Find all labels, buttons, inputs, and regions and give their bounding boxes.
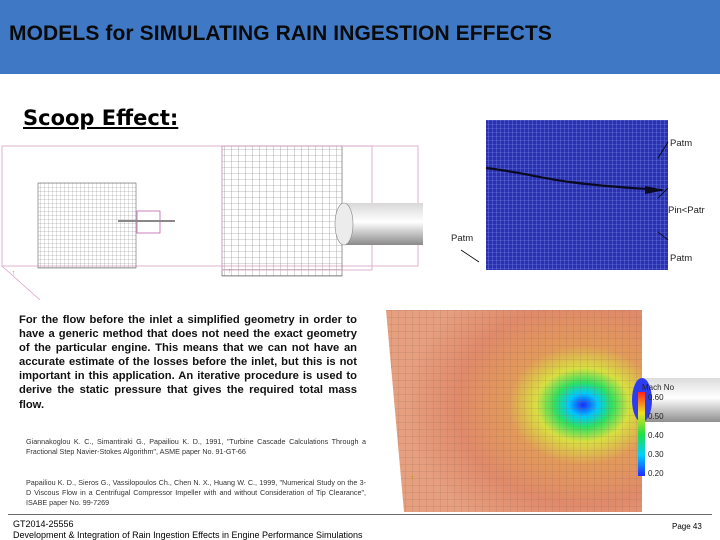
footer-page-number: Page 43 [672, 522, 702, 531]
mach-scale-060: 0.60 [648, 393, 664, 402]
svg-text:↑: ↑ [228, 268, 232, 275]
mach-scale-020: 0.20 [648, 469, 664, 478]
footer-paper-code: GT2014-25556 [13, 519, 74, 529]
pressure-mesh-figure: Patm Pin<Patr Patm [480, 120, 720, 270]
mach-scale-030: 0.30 [648, 450, 664, 459]
title-bar: MODELS for SIMULATING RAIN INGESTION EFF… [0, 0, 720, 74]
mach-scale-050: 0.50 [648, 412, 664, 421]
patm-label-left-group: Patm [451, 233, 480, 263]
geometry-mesh-figure: ↑ ↑ [0, 143, 423, 303]
reference-2: Papailiou K. D., Sieros G., Vassilopoulo… [26, 478, 366, 508]
reference-1: Giannakoglou K. C., Simantiraki G., Papa… [26, 437, 366, 457]
footer-paper-title: Development & Integration of Rain Ingest… [13, 530, 363, 540]
mach-contour-image: Mach No 0.60 0.50 0.40 0.30 0.20 ↑ [386, 310, 720, 512]
description-text: For the flow before the inlet a simplifi… [19, 314, 357, 411]
patm-label-top: Patm [670, 138, 692, 149]
section-title: Scoop Effect: [23, 106, 179, 130]
svg-text:↑: ↑ [410, 473, 414, 482]
mach-contour-figure: Mach No 0.60 0.50 0.40 0.30 0.20 ↑ [384, 310, 720, 512]
pressure-mesh-image: Patm Pin<Patr Patm [485, 120, 720, 270]
mach-scale-040: 0.40 [648, 431, 664, 440]
slide-title: MODELS for SIMULATING RAIN INGESTION EFF… [9, 22, 553, 45]
mach-legend-title: Mach No [642, 383, 675, 392]
footer-divider [8, 514, 712, 515]
geometry-mesh-image: ↑ ↑ [1, 145, 423, 301]
svg-text:↑: ↑ [12, 270, 16, 277]
pin-label: Pin<Patr [668, 205, 705, 216]
patm-label-left: Patm [451, 233, 473, 244]
patm-label-bottom: Patm [670, 253, 692, 264]
